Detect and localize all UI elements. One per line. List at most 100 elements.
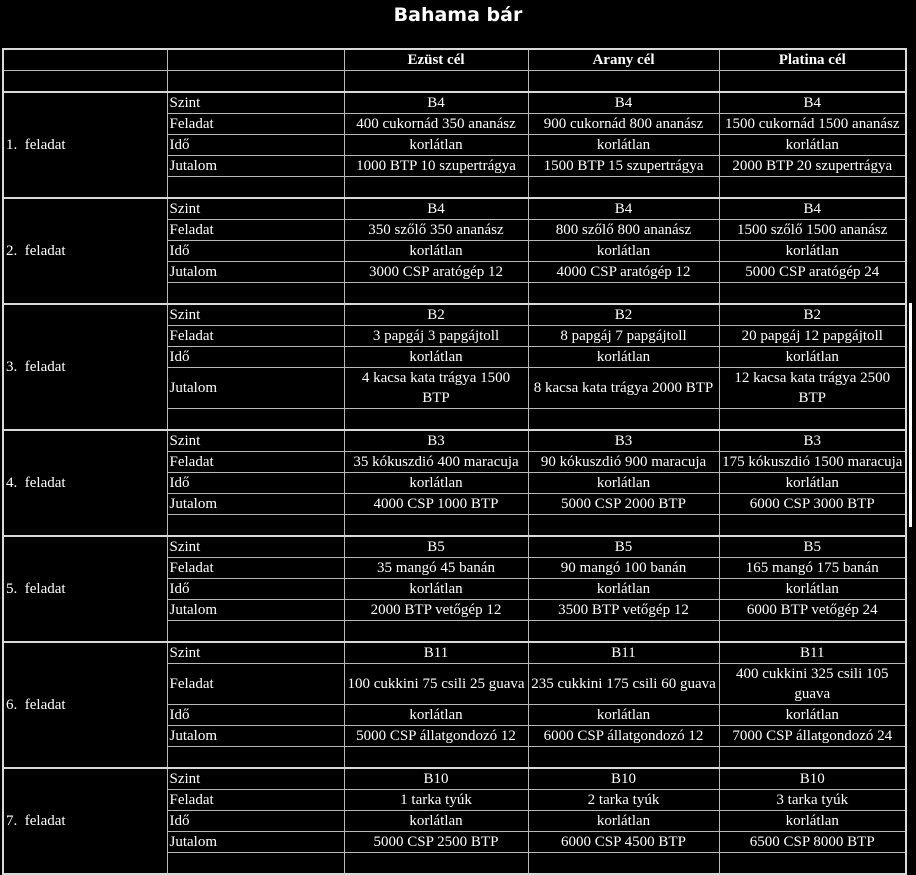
feladat-5-row-feladat: Feladat 35 mangó 45 banán 90 mangó 100 ban… xyxy=(3,557,907,579)
spacer-row xyxy=(2,70,907,93)
value-cell-gold: 3500 BTP vetőgép 12 xyxy=(527,599,720,621)
value-cell-gold: korlátlan xyxy=(527,346,720,368)
value-cell-gold: 1500 BTP 15 szupertrágya xyxy=(527,155,720,177)
value-cell-gold: korlátlan xyxy=(527,704,720,726)
value-cell-silver: 400 cukornád 350 ananász xyxy=(343,113,529,135)
field-label: Szint xyxy=(166,91,345,114)
value-cell-platinum: 20 papgáj 12 papgájtoll xyxy=(718,325,907,347)
spacer-cell xyxy=(2,70,168,93)
field-label: Jutalom xyxy=(166,493,345,515)
value-cell-silver: B4 xyxy=(343,91,529,114)
spacer-cell xyxy=(718,70,907,93)
feladat-1-row-feladat: Feladat 400 cukornád 350 ananász 900 cukor… xyxy=(3,113,907,135)
feladat-label-6: 6. feladat xyxy=(2,641,168,769)
feladat-5-row-szint: 5. feladat Szint B5 B5 B5 xyxy=(2,535,907,643)
value-cell-platinum: 6000 CSP 3000 BTP xyxy=(718,493,907,515)
field-label: Idő xyxy=(166,704,345,726)
spacer-cell xyxy=(718,746,907,769)
feladat-6-row-idő: Idő korlátlan korlátlan korlátlan xyxy=(3,704,907,726)
field-label: Jutalom xyxy=(166,725,345,747)
value-cell-silver: 5000 CSP állatgondozó 12 xyxy=(343,725,529,747)
value-cell-platinum: B11 xyxy=(718,641,907,664)
feladat-6-row-feladat: Feladat 100 cukkini 75 csili 25 guava 235 … xyxy=(3,663,907,705)
spacer-cell xyxy=(166,70,345,93)
value-cell-platinum: 6000 BTP vetőgép 24 xyxy=(718,599,907,621)
feladat-3-row-szint: 3. feladat Szint B2 B2 B2 xyxy=(2,303,907,431)
value-cell-gold: 90 mangó 100 banán xyxy=(527,557,720,579)
value-cell-silver: B5 xyxy=(343,535,529,558)
value-cell-silver: B3 xyxy=(343,429,529,452)
feladat-2-row-feladat: Feladat 350 szőlő 350 ananász 800 szőlő 80… xyxy=(3,219,907,241)
quest-table-body: Ezüst cél Arany cél Platina cél 1. feladat S… xyxy=(2,48,907,875)
value-cell-silver: 35 kókuszdió 400 maracuja xyxy=(343,451,529,473)
value-cell-silver: korlátlan xyxy=(343,810,529,832)
value-cell-platinum: korlátlan xyxy=(718,472,907,494)
spacer-cell xyxy=(527,514,720,537)
spacer-cell xyxy=(166,408,345,431)
value-cell-gold: B10 xyxy=(527,767,720,790)
spacer-cell xyxy=(527,282,720,305)
value-cell-platinum: korlátlan xyxy=(718,704,907,726)
quest-table: Ezüst cél Arany cél Platina cél 1. feladat S… xyxy=(2,48,907,875)
value-cell-platinum: korlátlan xyxy=(718,578,907,600)
spacer-cell xyxy=(343,514,529,537)
spacer-cell xyxy=(166,282,345,305)
spacer-cell xyxy=(166,514,345,537)
spacer-cell xyxy=(343,282,529,305)
value-cell-silver: 5000 CSP 2500 BTP xyxy=(343,831,529,853)
value-cell-platinum: B4 xyxy=(718,91,907,114)
value-cell-gold: B4 xyxy=(527,91,720,114)
spacer-cell xyxy=(718,514,907,537)
feladat-label-4: 4. feladat xyxy=(2,429,168,537)
field-label: Szint xyxy=(166,641,345,664)
value-cell-silver: 1 tarka tyúk xyxy=(343,789,529,811)
value-cell-gold: B4 xyxy=(527,197,720,220)
field-label: Feladat xyxy=(166,113,345,135)
spacer-cell xyxy=(527,746,720,769)
feladat-4-row-szint: 4. feladat Szint B3 B3 B3 xyxy=(2,429,907,537)
value-cell-gold: korlátlan xyxy=(527,134,720,156)
value-cell-silver: 3 papgáj 3 papgájtoll xyxy=(343,325,529,347)
value-cell-silver: B2 xyxy=(343,303,529,326)
scrollbar-thumb[interactable] xyxy=(909,303,912,527)
spacer-cell xyxy=(343,746,529,769)
feladat-label-5: 5. feladat xyxy=(2,535,168,643)
field-label: Idő xyxy=(166,472,345,494)
field-label: Jutalom xyxy=(166,367,345,409)
value-cell-platinum: 7000 CSP állatgondozó 24 xyxy=(718,725,907,747)
column-header-4: Platina cél xyxy=(718,48,907,71)
value-cell-platinum: korlátlan xyxy=(718,240,907,262)
field-label: Szint xyxy=(166,429,345,452)
value-cell-gold: 6000 CSP állatgondozó 12 xyxy=(527,725,720,747)
value-cell-platinum: korlátlan xyxy=(718,810,907,832)
spacer-cell xyxy=(527,176,720,199)
field-label: Feladat xyxy=(166,451,345,473)
feladat-4-row-feladat: Feladat 35 kókuszdió 400 maracuja 90 kókus… xyxy=(3,451,907,473)
feladat-7-row-szint: 7. feladat Szint B10 B10 B10 xyxy=(2,767,907,875)
spacer-cell xyxy=(527,408,720,431)
value-cell-platinum: 175 kókuszdió 1500 maracuja xyxy=(718,451,907,473)
spacer-cell xyxy=(343,70,529,93)
feladat-3-row-jutalom: Jutalom 4 kacsa kata trágya 1500 BTP 8 kac… xyxy=(3,367,907,409)
feladat-label-1: 1. feladat xyxy=(2,91,168,199)
value-cell-silver: 35 mangó 45 banán xyxy=(343,557,529,579)
column-header-3: Arany cél xyxy=(527,48,720,71)
spacer-cell xyxy=(718,408,907,431)
column-header-2: Ezüst cél xyxy=(343,48,529,71)
column-header-1 xyxy=(166,48,345,71)
spacer-cell xyxy=(166,620,345,643)
value-cell-silver: B10 xyxy=(343,767,529,790)
spacer-cell xyxy=(527,620,720,643)
spacer-cell xyxy=(166,176,345,199)
field-label: Idő xyxy=(166,346,345,368)
spacer-cell xyxy=(527,70,720,93)
value-cell-gold: korlátlan xyxy=(527,810,720,832)
value-cell-gold: korlátlan xyxy=(527,472,720,494)
value-cell-gold: 800 szőlő 800 ananász xyxy=(527,219,720,241)
value-cell-silver: korlátlan xyxy=(343,704,529,726)
field-label: Idő xyxy=(166,240,345,262)
value-cell-gold: 2 tarka tyúk xyxy=(527,789,720,811)
feladat-label-3: 3. feladat xyxy=(2,303,168,431)
spacer-cell xyxy=(343,176,529,199)
value-cell-silver: 350 szőlő 350 ananász xyxy=(343,219,529,241)
